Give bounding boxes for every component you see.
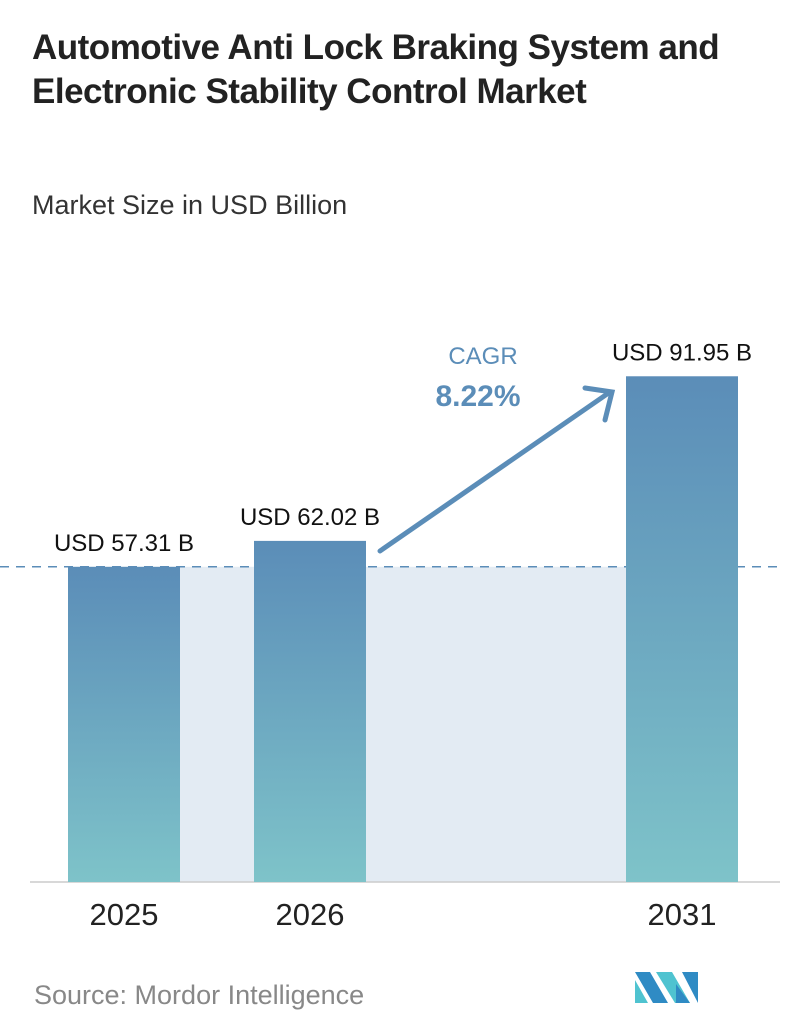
data-label-2031: USD 91.95 B [612,339,752,366]
data-label-2025: USD 57.31 B [54,530,194,557]
shaded-region [180,566,626,882]
x-tick-2025: 2025 [90,897,159,932]
chart-subtitle: Market Size in USD Billion [32,190,348,220]
cagr-label: CAGR [448,343,517,370]
x-tick-2031: 2031 [648,897,717,932]
data-label-2026: USD 62.02 B [240,504,380,531]
bar-2031 [626,376,738,882]
cagr-value: 8.22% [435,380,520,413]
bar-2025 [68,566,180,882]
cagr-arrow-icon [377,385,616,554]
bar-2026 [254,540,366,882]
x-tick-2026: 2026 [276,897,345,932]
source-note: Source: Mordor Intelligence [34,980,365,1010]
mordor-intelligence-logo [635,972,698,1003]
chart-title: Automotive Anti Lock Braking System and … [32,28,720,111]
